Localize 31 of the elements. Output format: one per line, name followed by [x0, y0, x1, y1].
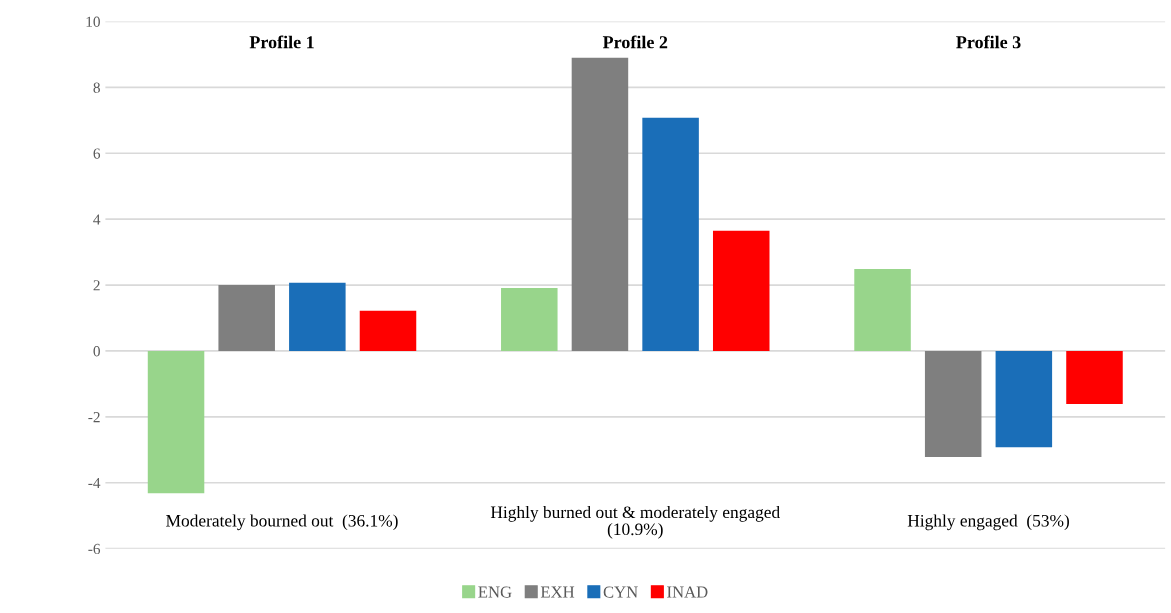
- bar: [218, 285, 275, 351]
- y-tick-label: 10: [86, 16, 100, 27]
- y-tick-label: 0: [93, 346, 100, 357]
- x-tick-label: Profile 3: [956, 35, 1021, 49]
- y-tick-label: -2: [88, 412, 100, 423]
- legend-label: INAD: [667, 586, 708, 598]
- annotation: Highly engaged (53%): [907, 514, 1069, 531]
- y-tick-label: -4: [88, 477, 101, 489]
- y-tick-label: 8: [93, 82, 100, 93]
- x-tick-label: Profile 2: [602, 35, 668, 49]
- y-tick-label: 4: [93, 214, 101, 225]
- y-tick-label: -6: [88, 543, 101, 555]
- bar: [359, 310, 417, 351]
- legend-label: CYN: [603, 586, 638, 598]
- bar: [924, 350, 982, 458]
- bar: [147, 350, 205, 494]
- y-tick-label: 2: [93, 280, 100, 291]
- y-tick-label: 6: [93, 148, 101, 159]
- legend-label: EXH: [540, 586, 575, 598]
- bar: [854, 268, 911, 351]
- bar: [1066, 350, 1123, 404]
- bar: [642, 117, 699, 351]
- annotation: Highly burned out & moderately engaged (10.9%): [490, 505, 780, 539]
- bar: [995, 350, 1053, 448]
- annotation: Moderately bourned out (36.1%): [166, 514, 398, 531]
- x-tick-label: Profile 1: [249, 35, 314, 49]
- bar: [501, 288, 558, 351]
- bar: [712, 230, 770, 351]
- bar: [289, 282, 346, 351]
- bar: [571, 57, 629, 351]
- legend-label: ENG: [478, 586, 512, 598]
